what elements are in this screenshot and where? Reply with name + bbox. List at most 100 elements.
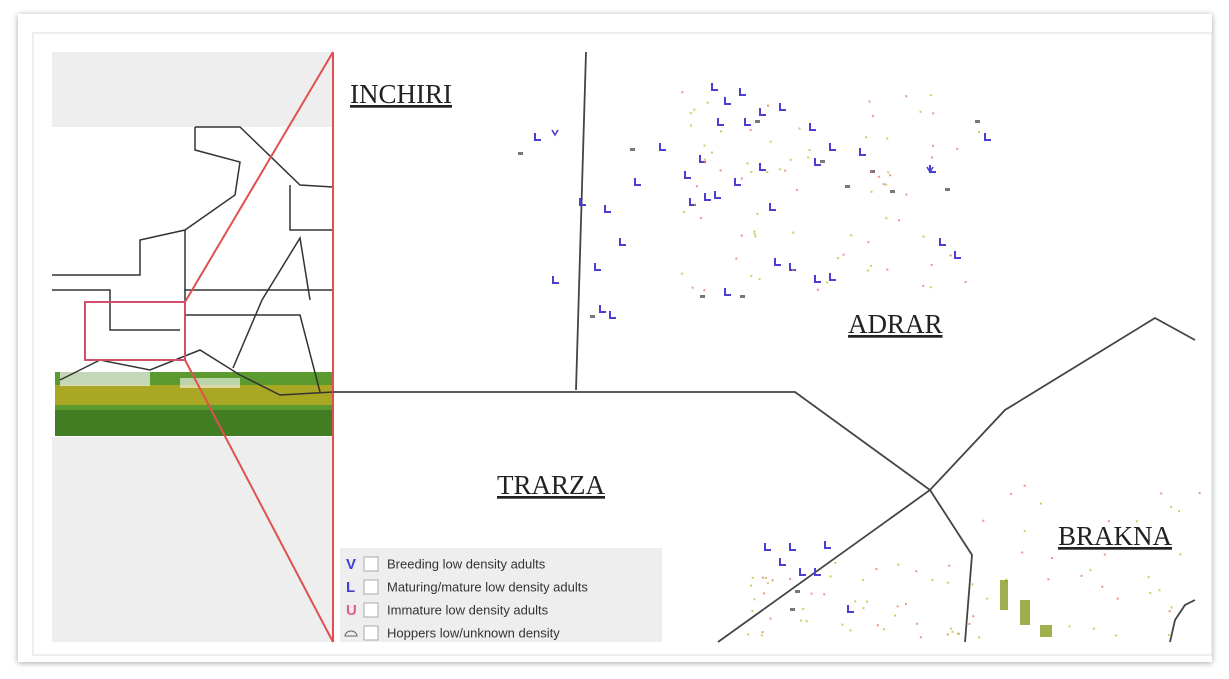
marker [958, 633, 960, 635]
legend-label: Breeding low density adults [387, 556, 546, 571]
map: INCHIRI ADRAR TRARZA BRAKNA V L U Breedi… [0, 0, 1229, 679]
marker [868, 101, 870, 103]
region-label: TRARZA [497, 470, 606, 500]
marker [972, 615, 974, 617]
marker [930, 286, 932, 288]
marker [885, 184, 887, 186]
marker [1101, 586, 1103, 588]
marker [915, 570, 917, 572]
marker [862, 579, 864, 581]
marker [683, 211, 685, 213]
marker [796, 189, 798, 191]
marker [750, 275, 752, 277]
marker [769, 618, 771, 620]
marker [1115, 634, 1117, 636]
marker [872, 115, 874, 117]
marker [1179, 553, 1181, 555]
marker [711, 152, 713, 154]
marker [931, 579, 933, 581]
marker [1148, 576, 1150, 578]
marker [965, 281, 967, 283]
marker [1170, 506, 1172, 508]
marker [518, 152, 523, 155]
checkbox[interactable] [364, 557, 378, 571]
marker [755, 120, 760, 123]
marker [746, 162, 748, 164]
marker [948, 565, 950, 567]
marker [1171, 606, 1173, 608]
marker [799, 128, 801, 130]
marker [751, 610, 753, 612]
marker [834, 562, 836, 564]
marker [756, 213, 758, 215]
region-label: BRAKNA [1058, 521, 1173, 551]
marker [767, 105, 769, 107]
marker [789, 578, 791, 580]
marker [823, 593, 825, 595]
marker [947, 582, 949, 584]
marker [922, 236, 924, 238]
marker [694, 204, 696, 206]
marker [700, 295, 705, 298]
marker [690, 125, 692, 127]
legend-label: Hoppers low/unknown density [387, 625, 560, 640]
marker [754, 236, 756, 238]
marker [747, 634, 749, 636]
marker [759, 278, 761, 280]
marker [779, 168, 781, 170]
marker [837, 257, 839, 259]
marker [765, 577, 767, 579]
marker [792, 269, 794, 271]
marker [795, 590, 800, 593]
marker [890, 190, 895, 193]
checkbox[interactable] [364, 580, 378, 594]
marker [800, 620, 802, 622]
marker [978, 131, 980, 133]
marker [707, 102, 709, 104]
marker [968, 623, 970, 625]
marker [875, 568, 877, 570]
marker [700, 217, 702, 219]
marker [750, 171, 752, 173]
marker [932, 145, 934, 147]
marker [690, 112, 692, 114]
marker [1159, 589, 1161, 591]
marker [854, 600, 856, 602]
marker [704, 161, 706, 163]
marker [750, 585, 752, 587]
marker [920, 636, 922, 638]
marker [850, 629, 852, 631]
marker [982, 520, 984, 522]
marker [696, 185, 698, 187]
marker [1024, 485, 1026, 487]
marker [950, 628, 952, 630]
marker [830, 575, 832, 577]
marker [1040, 625, 1052, 637]
marker [720, 169, 722, 171]
marker [790, 159, 792, 161]
marker [1000, 580, 1008, 610]
marker [931, 264, 933, 266]
inset-map [52, 52, 333, 642]
marker [1020, 600, 1030, 625]
marker [883, 183, 885, 185]
marker [931, 156, 933, 158]
marker [850, 234, 852, 236]
checkbox[interactable] [364, 603, 378, 617]
marker [802, 608, 804, 610]
marker [704, 159, 706, 161]
marker [1093, 628, 1095, 630]
marker [1117, 598, 1119, 600]
marker [754, 233, 756, 235]
marker [766, 171, 768, 173]
marker [886, 269, 888, 271]
marker [740, 295, 745, 298]
marker [1149, 592, 1151, 594]
marker [867, 270, 869, 272]
marker [950, 254, 952, 256]
marker [770, 141, 772, 143]
marker [932, 112, 934, 114]
marker [1069, 625, 1071, 627]
marker [905, 95, 907, 97]
checkbox[interactable] [364, 626, 378, 640]
